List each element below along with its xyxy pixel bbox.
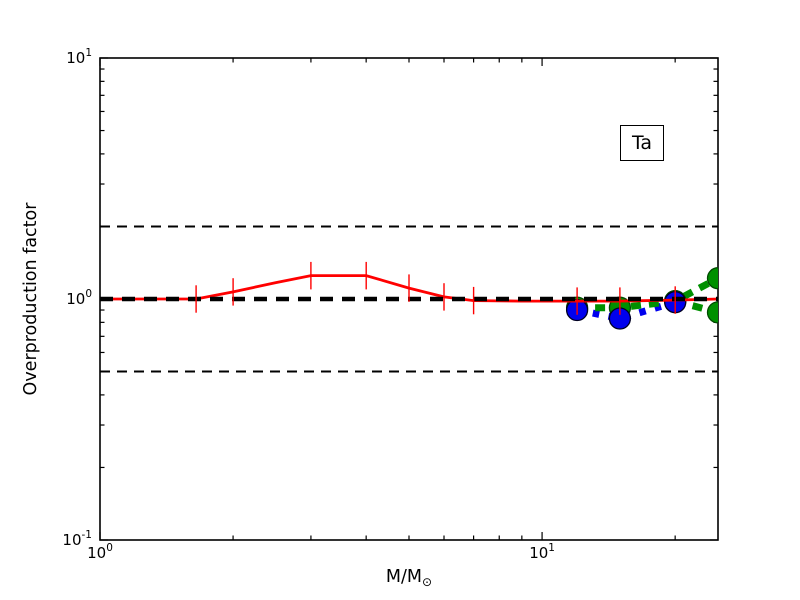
green-dashed-upper-marker xyxy=(706,267,718,290)
isotope-label: Ta xyxy=(631,132,653,154)
y-tick-label: 100 xyxy=(66,288,92,308)
axis-ticks xyxy=(99,57,718,541)
x-axis-label-text: M/M xyxy=(385,567,423,587)
x-tick-label: 100 xyxy=(87,542,113,562)
x-tick-label: 101 xyxy=(529,542,555,562)
isotope-label-box: Ta xyxy=(620,125,664,161)
green-dashed-lower-marker xyxy=(706,301,718,324)
blue-dotted-line xyxy=(576,298,677,323)
solar-mass-symbol: ⊙ xyxy=(422,575,433,589)
y-tick-label: 10-1 xyxy=(62,529,92,549)
x-axis-label: M/M⊙ xyxy=(385,567,433,589)
green-dashed-upper-line xyxy=(577,275,718,312)
data-layer xyxy=(100,261,718,330)
y-axis-label: Overproduction factor xyxy=(21,202,41,396)
y-tick-label: 101 xyxy=(66,47,92,67)
